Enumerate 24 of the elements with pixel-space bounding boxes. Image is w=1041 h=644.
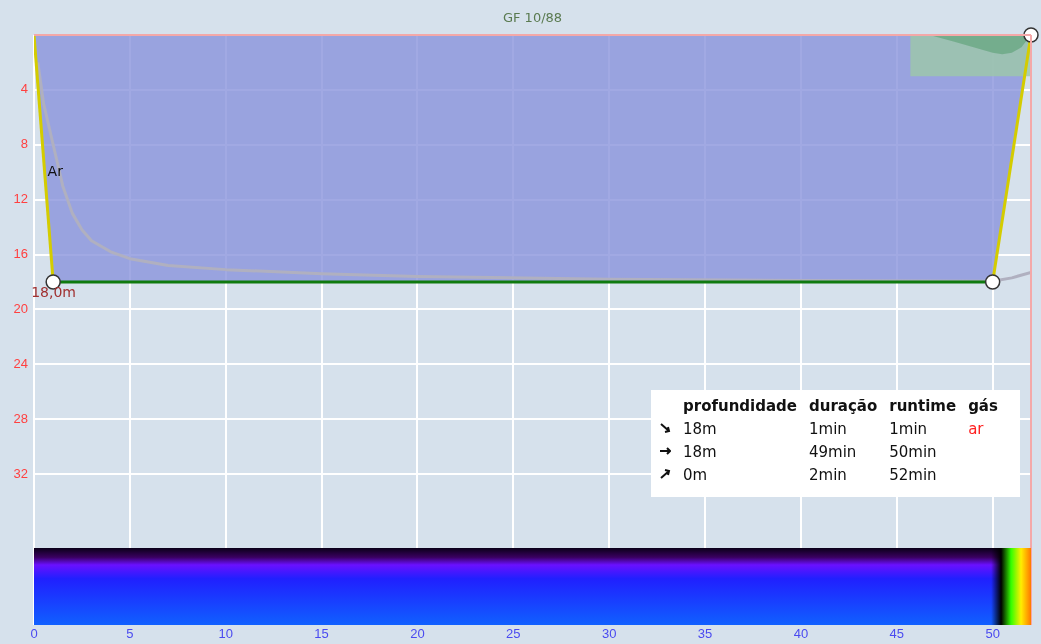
- x-tick-label: 45: [889, 626, 905, 642]
- annotation: profundidade duração runtime gás: [682, 395, 999, 417]
- x-tick-label: 15: [314, 626, 329, 642]
- x-tick-label: 25: [506, 626, 521, 642]
- x-tick-label: 0: [30, 626, 38, 642]
- y-tick-label: 20: [13, 301, 28, 316]
- x-tick-label: 10: [218, 626, 233, 642]
- annotation: Ar: [47, 162, 64, 179]
- annotation: 18,0m: [31, 283, 76, 300]
- x-tick-label: 20: [410, 626, 425, 642]
- y-tick-label: 24: [13, 355, 28, 371]
- plan-table: profundidade duração runtime gás 18m 1min 1min ar 18m 49min 50min 0m 2min 52min: [651, 390, 1020, 497]
- chart-title: GF 10/88: [502, 10, 563, 26]
- y-tick-label: 12: [13, 191, 28, 207]
- y-tick-label: 16: [13, 246, 28, 262]
- y-tick-label: 4: [20, 81, 28, 97]
- y-tick-label: 32: [13, 465, 28, 481]
- x-tick-label: 30: [601, 626, 617, 642]
- x-tick-label: 40: [793, 626, 809, 642]
- y-tick-label: 8: [20, 136, 28, 152]
- x-tick-label: 5: [126, 626, 134, 642]
- x-tick-label: 35: [697, 626, 713, 642]
- y-tick-label: 28: [13, 410, 28, 426]
- x-tick-label: 50: [985, 626, 1000, 642]
